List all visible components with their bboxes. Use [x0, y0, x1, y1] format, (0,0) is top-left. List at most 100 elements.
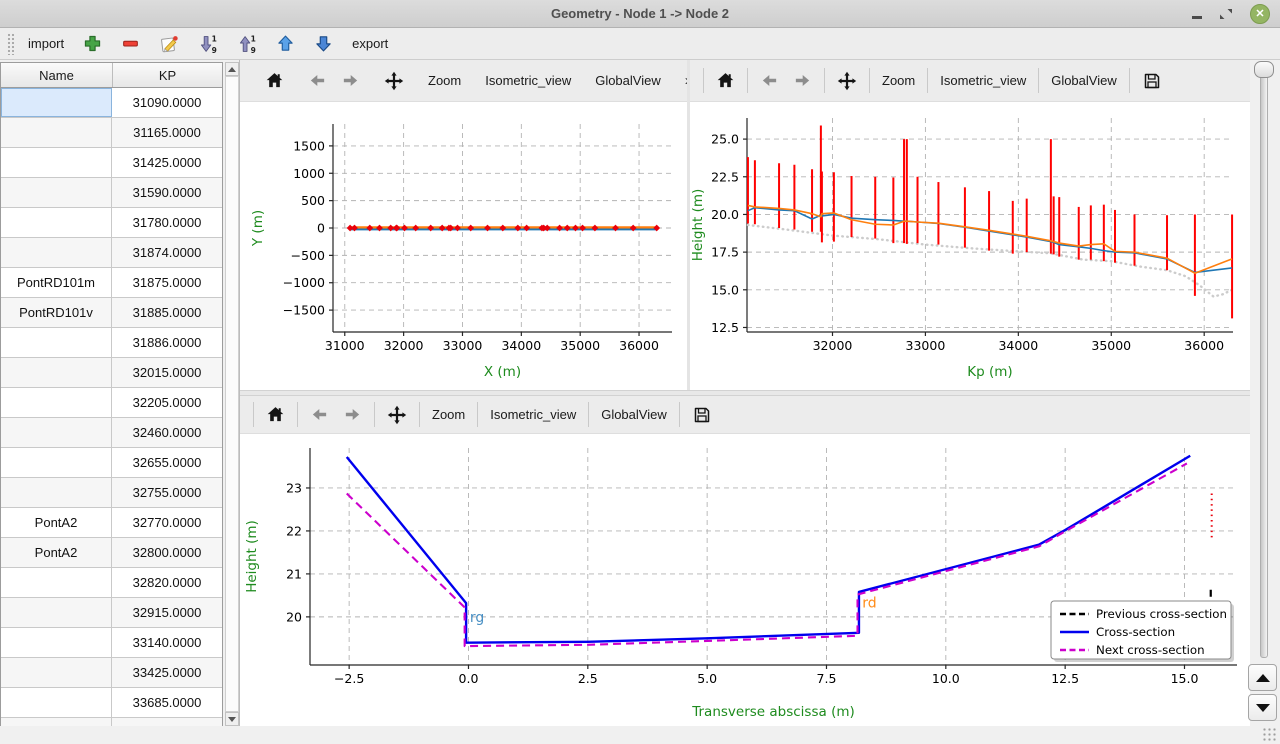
name-cell[interactable]: [1, 208, 112, 237]
sort-ascending-button[interactable]: 1 9: [232, 32, 262, 56]
name-cell[interactable]: [1, 388, 112, 417]
name-cell[interactable]: [1, 718, 112, 726]
edit-row-button[interactable]: [154, 32, 184, 56]
name-cell[interactable]: PontRD101m: [1, 268, 112, 297]
name-cell[interactable]: [1, 88, 112, 117]
table-row[interactable]: 31780.0000: [1, 208, 222, 238]
table-row[interactable]: PontRD101m 31875.0000: [1, 268, 222, 298]
back-button[interactable]: [754, 66, 785, 96]
kp-cell[interactable]: 31165.0000: [133, 125, 201, 140]
home-button[interactable]: [260, 400, 291, 430]
kp-cell[interactable]: 33685.0000: [132, 695, 202, 710]
kp-cell[interactable]: 33140.0000: [132, 635, 202, 650]
kp-cell[interactable]: 32460.0000: [132, 425, 202, 440]
sort-descending-button[interactable]: 1 9: [193, 32, 223, 56]
table-row[interactable]: 31165.0000: [1, 118, 222, 148]
name-cell[interactable]: [1, 658, 112, 687]
name-cell[interactable]: [1, 568, 112, 597]
table-row[interactable]: 32460.0000: [1, 418, 222, 448]
name-cell[interactable]: [1, 628, 112, 657]
kp-cell[interactable]: 32770.0000: [132, 515, 202, 530]
kp-cell[interactable]: [112, 718, 222, 726]
table-row[interactable]: PontA2 32800.0000: [1, 538, 222, 568]
move-up-button[interactable]: [271, 32, 300, 55]
title-bar[interactable]: Geometry - Node 1 -> Node 2 ✕: [0, 0, 1280, 28]
next-section-button[interactable]: [1248, 694, 1277, 721]
name-cell[interactable]: [1, 328, 112, 357]
minimize-button[interactable]: [1192, 9, 1202, 19]
kp-cell[interactable]: 31885.0000: [132, 305, 202, 320]
name-cell[interactable]: [1, 238, 112, 267]
previous-section-button[interactable]: [1248, 664, 1277, 691]
name-cell[interactable]: PontA2: [1, 508, 112, 537]
profile-view-chart[interactable]: 32000 33000 34000 35000 36000 12.5 15.0 17.5 20.…: [690, 104, 1250, 386]
table-scroll-down-button[interactable]: [225, 712, 239, 726]
isometric-view-button[interactable]: Isometric_view: [479, 66, 577, 96]
name-cell[interactable]: [1, 358, 112, 387]
name-cell[interactable]: [1, 178, 112, 207]
table-scroll-up-button[interactable]: [225, 62, 239, 76]
table-row[interactable]: 31090.0000: [1, 88, 222, 118]
name-cell[interactable]: [1, 448, 112, 477]
kp-cell[interactable]: 32655.0000: [132, 455, 202, 470]
save-figure-button[interactable]: [1136, 66, 1168, 96]
move-down-button[interactable]: [309, 32, 338, 55]
export-button[interactable]: export: [347, 34, 393, 53]
maximize-button[interactable]: [1219, 7, 1233, 21]
kp-cell[interactable]: 32820.0000: [132, 575, 202, 590]
plan-view-chart[interactable]: 31000 32000 33000 34000 35000 36000 −1500 −1000…: [240, 104, 687, 386]
cross-section-slider-track[interactable]: [1260, 63, 1268, 658]
globalview-button[interactable]: GlobalView: [589, 66, 667, 96]
forward-button[interactable]: [337, 400, 368, 430]
cross-section-slider-thumb[interactable]: [1254, 61, 1274, 78]
table-row[interactable]: [1, 718, 222, 726]
name-cell[interactable]: [1, 118, 112, 147]
table-scrollbar[interactable]: [225, 62, 239, 726]
column-header-kp[interactable]: KP: [158, 67, 177, 83]
kp-cell[interactable]: 32755.0000: [132, 485, 202, 500]
kp-cell[interactable]: 31780.0000: [132, 215, 202, 230]
kp-cell[interactable]: 31425.0000: [132, 155, 202, 170]
table-row[interactable]: 33685.0000: [1, 688, 222, 718]
name-cell[interactable]: [1, 418, 112, 447]
name-cell[interactable]: [1, 478, 112, 507]
pan-button[interactable]: [381, 400, 413, 430]
pan-button[interactable]: [831, 66, 863, 96]
table-row[interactable]: 31874.0000: [1, 238, 222, 268]
table-row[interactable]: 31886.0000: [1, 328, 222, 358]
horizontal-splitter[interactable]: [240, 390, 1250, 396]
isometric-view-button[interactable]: Isometric_view: [934, 66, 1032, 96]
vertical-splitter[interactable]: [687, 60, 690, 390]
remove-row-button[interactable]: [116, 32, 145, 55]
kp-cell[interactable]: 32205.0000: [132, 395, 202, 410]
kp-cell[interactable]: 32015.0000: [132, 365, 202, 380]
window-resize-grip[interactable]: [1262, 727, 1277, 742]
kp-cell[interactable]: 31875.0000: [132, 275, 202, 290]
save-figure-button[interactable]: [686, 400, 718, 430]
table-scrollbar-track[interactable]: [225, 76, 239, 712]
name-cell[interactable]: PontA2: [1, 538, 112, 567]
toolbar-drag-handle[interactable]: [7, 32, 14, 55]
table-row[interactable]: 32755.0000: [1, 478, 222, 508]
table-row[interactable]: 33425.0000: [1, 658, 222, 688]
zoom-button[interactable]: Zoom: [426, 400, 471, 430]
globalview-button[interactable]: GlobalView: [1045, 66, 1123, 96]
kp-cell[interactable]: 32915.0000: [132, 605, 202, 620]
table-row[interactable]: 32655.0000: [1, 448, 222, 478]
back-button[interactable]: [302, 66, 333, 96]
home-button[interactable]: [710, 66, 741, 96]
table-row[interactable]: 31590.0000: [1, 178, 222, 208]
kp-cell[interactable]: 32800.0000: [132, 545, 202, 560]
name-cell[interactable]: [1, 598, 112, 627]
add-row-button[interactable]: [78, 32, 107, 55]
back-button[interactable]: [304, 400, 335, 430]
forward-button[interactable]: [787, 66, 818, 96]
table-row[interactable]: PontA2 32770.0000: [1, 508, 222, 538]
forward-button[interactable]: [335, 66, 366, 96]
pan-button[interactable]: [378, 66, 410, 96]
table-row[interactable]: 31425.0000: [1, 148, 222, 178]
name-cell[interactable]: [1, 148, 112, 177]
cross-section-table[interactable]: 31090.0000 31165.0000 31425.0000 31590.0…: [0, 88, 223, 726]
table-row[interactable]: 32820.0000: [1, 568, 222, 598]
zoom-button[interactable]: Zoom: [876, 66, 921, 96]
